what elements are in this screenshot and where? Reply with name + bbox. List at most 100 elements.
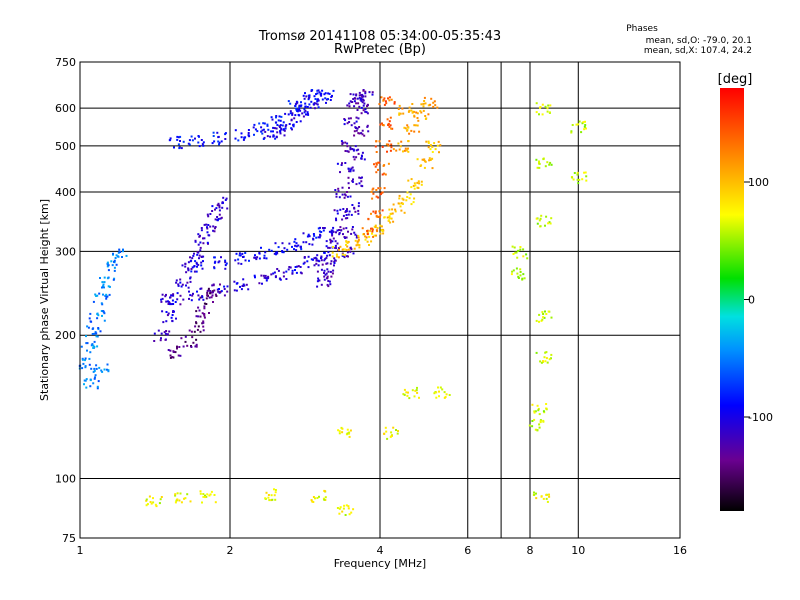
data-point <box>297 265 300 268</box>
data-point <box>411 103 414 105</box>
data-point <box>345 240 348 243</box>
data-point <box>92 327 95 330</box>
data-point <box>407 150 410 153</box>
data-point <box>206 226 208 229</box>
data-point <box>274 489 277 491</box>
data-point <box>255 258 258 261</box>
data-point <box>199 249 202 252</box>
x-tick-label: 6 <box>464 544 471 557</box>
data-point <box>420 111 423 114</box>
data-point <box>266 124 269 127</box>
data-point <box>202 325 205 328</box>
data-point <box>383 216 386 219</box>
data-point <box>397 202 400 205</box>
data-point <box>295 242 298 245</box>
y-tick-label: 200 <box>55 329 76 342</box>
data-point <box>202 141 205 144</box>
data-point <box>275 127 278 130</box>
data-point <box>268 499 271 502</box>
data-point <box>399 145 402 148</box>
data-point <box>213 140 216 143</box>
data-point <box>100 302 103 305</box>
data-point <box>291 272 294 275</box>
data-point <box>274 276 277 279</box>
data-point <box>299 245 302 248</box>
data-point <box>316 100 319 103</box>
data-point <box>576 178 579 181</box>
data-point <box>399 112 402 115</box>
data-point <box>383 97 386 100</box>
data-point <box>197 233 200 236</box>
data-point <box>344 254 347 257</box>
data-point <box>87 326 90 329</box>
data-point <box>413 115 416 118</box>
data-point <box>573 172 576 174</box>
data-point <box>166 333 169 336</box>
data-point <box>245 283 248 286</box>
data-point <box>214 260 217 263</box>
data-point <box>327 246 330 249</box>
data-point <box>98 366 101 369</box>
data-point <box>267 128 270 131</box>
data-point <box>541 311 544 314</box>
data-point <box>439 386 442 389</box>
data-point <box>263 122 266 125</box>
data-point <box>206 294 209 297</box>
data-point <box>337 187 340 190</box>
data-point <box>585 179 588 182</box>
data-point <box>578 120 581 123</box>
data-point <box>153 332 156 335</box>
data-point <box>216 288 219 291</box>
data-point <box>347 248 350 251</box>
data-point <box>517 275 520 278</box>
data-point <box>224 199 227 201</box>
data-point <box>273 488 275 491</box>
data-point <box>171 319 174 322</box>
data-point <box>342 507 345 510</box>
data-point <box>352 252 355 255</box>
data-point <box>180 285 183 288</box>
data-point <box>291 113 294 116</box>
data-point <box>174 494 177 497</box>
data-point <box>108 293 111 296</box>
data-point <box>387 144 390 147</box>
data-point <box>94 293 97 296</box>
data-point <box>197 306 200 309</box>
data-point <box>206 231 209 234</box>
data-point <box>408 109 411 112</box>
data-point <box>275 115 278 117</box>
data-point <box>374 212 377 215</box>
data-point <box>347 230 349 233</box>
data-point <box>93 340 96 343</box>
data-point <box>324 499 327 501</box>
data-point <box>282 121 285 124</box>
data-point <box>576 173 579 176</box>
data-point <box>115 254 118 257</box>
data-point <box>201 143 204 146</box>
data-point <box>422 105 425 108</box>
data-point <box>95 367 98 370</box>
data-point <box>202 237 204 240</box>
data-point <box>308 243 311 246</box>
data-point <box>348 105 351 108</box>
data-point <box>336 209 339 212</box>
data-point <box>350 248 353 251</box>
data-point <box>199 241 202 244</box>
data-point <box>218 209 221 212</box>
data-point <box>329 241 332 244</box>
data-point <box>191 266 194 269</box>
data-point <box>327 270 330 273</box>
data-point <box>354 145 357 148</box>
data-point <box>242 283 245 286</box>
data-point <box>394 208 397 211</box>
data-point <box>262 138 265 140</box>
data-point <box>436 106 439 109</box>
data-point <box>86 349 88 352</box>
data-point <box>356 97 359 100</box>
data-point <box>348 121 351 123</box>
data-point <box>289 102 292 105</box>
data-point <box>202 329 205 332</box>
data-point <box>412 184 415 187</box>
data-point <box>423 166 426 169</box>
data-point <box>286 248 289 251</box>
